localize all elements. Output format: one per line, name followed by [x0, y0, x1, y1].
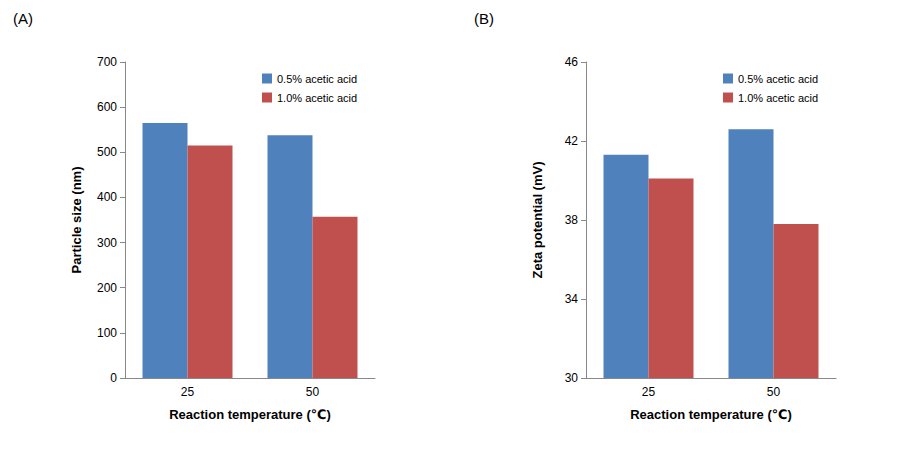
- svg-text:25: 25: [181, 385, 195, 399]
- svg-text:50: 50: [306, 385, 320, 399]
- svg-text:46: 46: [565, 55, 579, 69]
- svg-text:Reaction temperature (℃): Reaction temperature (℃): [169, 407, 331, 422]
- svg-text:42: 42: [565, 134, 579, 148]
- svg-text:(A): (A): [13, 10, 33, 27]
- svg-text:Zeta potential (mV): Zeta potential (mV): [530, 161, 545, 278]
- svg-text:0.5% acetic acid: 0.5% acetic acid: [277, 73, 357, 85]
- svg-text:50: 50: [767, 385, 781, 399]
- svg-text:1.0% acetic acid: 1.0% acetic acid: [277, 92, 357, 104]
- svg-text:Particle size (nm): Particle size (nm): [69, 167, 84, 274]
- svg-text:30: 30: [565, 371, 579, 385]
- svg-text:38: 38: [565, 213, 579, 227]
- svg-text:400: 400: [97, 190, 117, 204]
- svg-text:300: 300: [97, 236, 117, 250]
- svg-text:700: 700: [97, 55, 117, 69]
- svg-text:100: 100: [97, 326, 117, 340]
- svg-text:Reaction temperature (℃): Reaction temperature (℃): [630, 407, 792, 422]
- svg-text:500: 500: [97, 145, 117, 159]
- svg-text:200: 200: [97, 281, 117, 295]
- svg-text:600: 600: [97, 100, 117, 114]
- svg-text:25: 25: [642, 385, 656, 399]
- svg-text:(B): (B): [474, 10, 494, 27]
- svg-text:0: 0: [110, 371, 117, 385]
- svg-text:1.0% acetic acid: 1.0% acetic acid: [738, 92, 818, 104]
- svg-text:0.5% acetic acid: 0.5% acetic acid: [738, 73, 818, 85]
- svg-text:34: 34: [565, 292, 579, 306]
